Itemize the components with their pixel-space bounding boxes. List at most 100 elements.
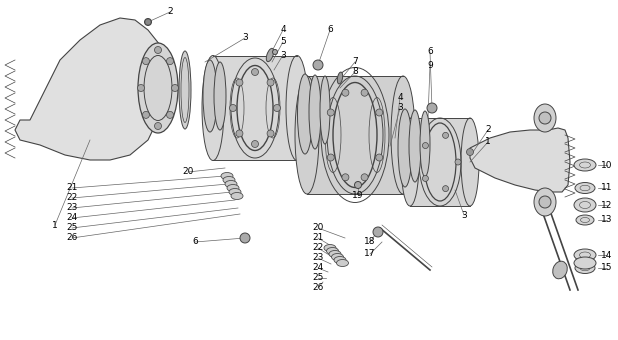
Text: 25: 25 [312,273,324,283]
Ellipse shape [313,60,323,70]
Text: 1: 1 [52,221,58,230]
Text: 20: 20 [312,223,324,233]
Ellipse shape [575,183,595,193]
Text: 18: 18 [364,238,376,246]
Circle shape [328,154,334,161]
Ellipse shape [286,55,308,160]
Ellipse shape [326,248,339,255]
Circle shape [166,112,174,118]
Text: 24: 24 [312,264,324,272]
Ellipse shape [329,251,341,257]
Circle shape [274,104,281,112]
Text: 1: 1 [485,137,491,147]
Ellipse shape [227,185,239,191]
Circle shape [539,112,551,124]
Circle shape [145,19,151,25]
Ellipse shape [409,110,421,182]
Text: 26: 26 [312,284,324,292]
Ellipse shape [202,55,224,160]
Polygon shape [307,76,403,194]
Text: 4: 4 [280,26,286,34]
Ellipse shape [273,50,277,54]
Ellipse shape [231,192,243,200]
Text: 9: 9 [427,61,433,69]
Polygon shape [470,128,570,192]
Text: 7: 7 [352,57,358,67]
Text: 25: 25 [66,223,78,233]
Ellipse shape [401,118,419,206]
Text: 17: 17 [364,250,376,258]
Circle shape [236,130,243,137]
Ellipse shape [229,188,241,195]
Circle shape [342,174,349,181]
Circle shape [143,112,150,118]
Ellipse shape [240,233,250,243]
Text: 6: 6 [192,238,198,246]
Circle shape [252,140,258,148]
Text: 8: 8 [352,68,358,76]
Circle shape [229,104,237,112]
Text: 23: 23 [312,254,324,262]
Text: 11: 11 [601,184,613,192]
Polygon shape [410,118,470,206]
Ellipse shape [221,172,233,180]
Circle shape [376,109,383,116]
Text: 10: 10 [601,160,613,170]
Ellipse shape [138,43,178,133]
Text: 21: 21 [66,184,78,192]
Circle shape [143,57,150,65]
Text: 24: 24 [66,214,78,222]
Text: 3: 3 [242,34,248,42]
Circle shape [252,68,258,75]
Circle shape [442,132,449,138]
Circle shape [423,175,428,182]
Ellipse shape [203,60,217,132]
Circle shape [361,89,368,96]
Circle shape [342,89,349,96]
Text: 5: 5 [280,37,286,47]
Ellipse shape [534,188,556,216]
Text: 12: 12 [601,201,612,209]
Text: 21: 21 [312,234,324,242]
Text: 6: 6 [327,26,333,34]
Text: 15: 15 [601,264,613,272]
Ellipse shape [391,76,415,194]
Text: 3: 3 [280,51,286,59]
Ellipse shape [295,76,319,194]
Text: 3: 3 [397,103,403,113]
Ellipse shape [373,227,383,237]
Text: 2: 2 [167,7,173,17]
Circle shape [154,122,161,130]
Circle shape [267,79,274,86]
Ellipse shape [145,18,151,26]
Ellipse shape [574,249,596,261]
Text: 6: 6 [427,48,433,56]
Ellipse shape [420,111,430,177]
Ellipse shape [266,48,274,62]
Circle shape [236,79,243,86]
Ellipse shape [461,118,479,206]
Text: 2: 2 [485,125,491,135]
Ellipse shape [574,257,596,269]
Ellipse shape [534,104,556,132]
Circle shape [267,130,274,137]
Text: 14: 14 [601,251,612,259]
Ellipse shape [214,62,226,130]
Text: 22: 22 [312,243,324,253]
Ellipse shape [309,75,321,149]
Ellipse shape [320,76,330,144]
Circle shape [328,109,334,116]
Ellipse shape [574,198,596,212]
Ellipse shape [552,261,567,279]
Text: 13: 13 [601,216,613,224]
Circle shape [539,196,551,208]
Circle shape [361,174,368,181]
Polygon shape [15,18,165,160]
Ellipse shape [355,182,362,188]
Text: 23: 23 [66,204,78,212]
Circle shape [166,57,174,65]
Ellipse shape [336,259,349,267]
Ellipse shape [331,254,344,260]
Ellipse shape [575,262,595,273]
Ellipse shape [297,74,313,154]
